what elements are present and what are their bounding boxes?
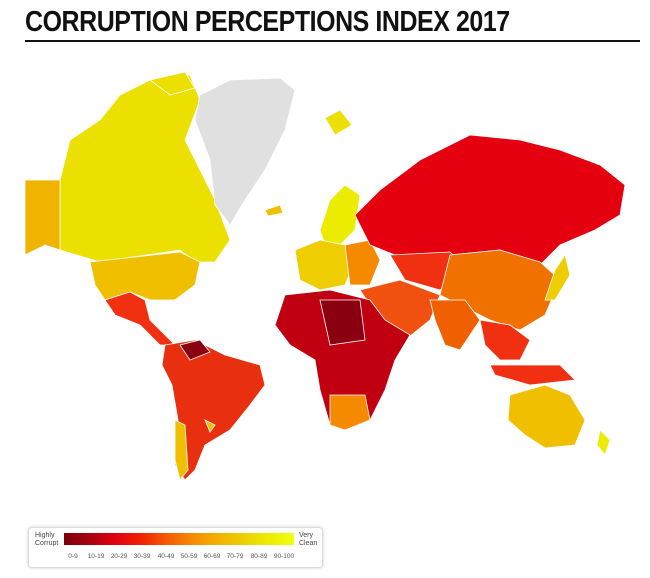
region-australia — [507, 384, 586, 449]
region-india — [429, 299, 481, 351]
region-japan — [544, 254, 571, 301]
region-mexico-central-america — [104, 291, 176, 346]
legend-range-label: 70-79 — [226, 553, 244, 560]
legend-range-label: 0-9 — [68, 553, 78, 560]
legend-low-label: Highly Corrupt — [35, 532, 58, 548]
legend-high-label-line2: Clean — [299, 540, 318, 547]
legend-low-label-line2: Corrupt — [35, 540, 59, 547]
region-southern-africa — [329, 394, 371, 431]
region-usa — [89, 251, 201, 301]
region-canada — [59, 74, 231, 263]
region-iceland — [264, 204, 284, 217]
legend-range-label: 40-49 — [157, 553, 175, 560]
region-new-zealand — [596, 429, 611, 456]
legend-low-label-line1: Highly — [35, 532, 55, 539]
legend-range-label: 90-100 — [273, 553, 295, 560]
region-sahel — [319, 299, 366, 346]
title-underline — [25, 40, 640, 42]
legend-high-label-line1: Very — [299, 532, 314, 539]
world-map — [24, 71, 626, 481]
color-legend: Highly Corrupt Very Clean 0-9 10-19 20-29 … — [28, 527, 323, 568]
region-indonesia — [489, 364, 576, 386]
legend-range-label: 80-89 — [250, 553, 268, 560]
legend-range-label: 60-69 — [203, 553, 221, 560]
region-chile-uruguay — [174, 419, 216, 481]
legend-range-label: 10-19 — [87, 553, 105, 560]
region-canadian-arctic-islands — [149, 71, 353, 136]
legend-range-label: 50-59 — [180, 553, 198, 560]
region-russia — [354, 134, 626, 266]
legend-range-label: 30-39 — [133, 553, 151, 560]
region-alaska — [24, 179, 61, 256]
legend-range-label: 20-29 — [110, 553, 128, 560]
region-scandinavia — [319, 184, 361, 246]
region-venezuela — [179, 339, 211, 361]
region-greenland — [194, 77, 296, 226]
legend-high-label: Very Clean — [299, 532, 317, 548]
legend-gradient-bar — [64, 533, 294, 545]
region-southeast-asia — [479, 319, 531, 361]
page-title: CORRUPTION PERCEPTIONS INDEX 2017 — [25, 6, 510, 38]
region-eastern-europe — [344, 239, 381, 286]
region-south-america — [161, 339, 266, 481]
